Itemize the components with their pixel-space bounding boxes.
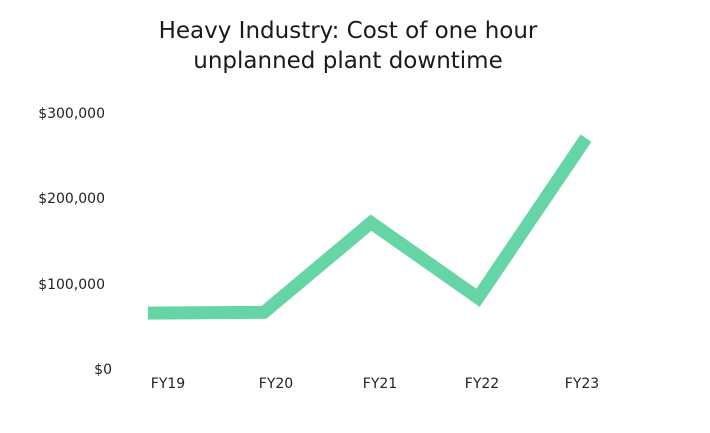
x-tick-label: FY20 — [258, 376, 294, 392]
chart-title-line-1: Heavy Industry: Cost of one hour — [158, 18, 538, 44]
y-tick-label: $200,000 — [38, 191, 105, 207]
x-tick-label: FY19 — [150, 376, 186, 392]
y-tick-label: $100,000 — [38, 277, 105, 293]
y-tick-label: $0 — [94, 362, 112, 378]
chart-title-line-2: unplanned plant downtime — [193, 48, 503, 74]
x-tick-label: FY23 — [564, 376, 600, 392]
series-line — [147, 134, 592, 320]
y-tick-label: $300,000 — [38, 106, 105, 122]
x-tick-label: FY21 — [362, 376, 398, 392]
chart-title: Heavy Industry: Cost of one hour unplann… — [0, 16, 696, 76]
x-tick-label: FY22 — [464, 376, 500, 392]
